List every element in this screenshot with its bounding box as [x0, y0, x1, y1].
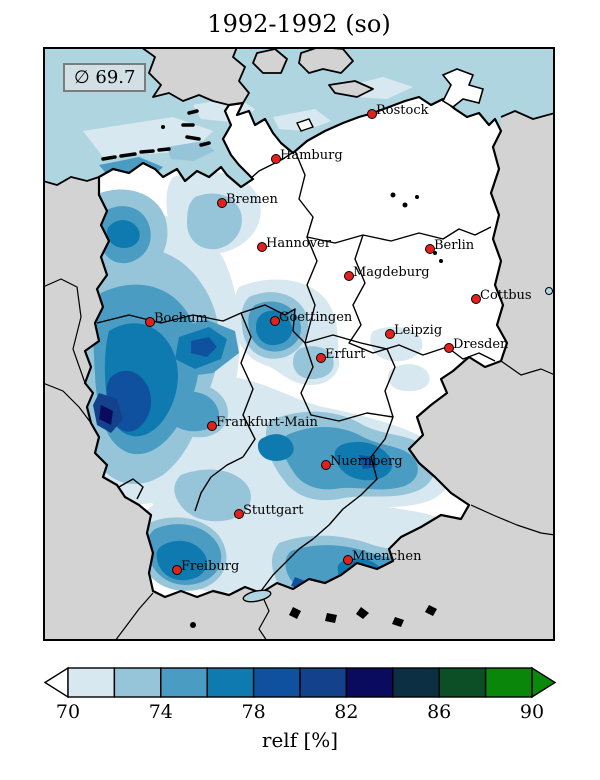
colorbar-tick-label: 74	[148, 701, 173, 723]
colorbar-tick-label: 86	[427, 701, 452, 723]
colorbar-arrow	[531, 666, 557, 699]
map-axes: ∅ 69.7 Rostock Hamburg Bremen Hannover Berli…	[43, 47, 555, 641]
colorbar-ticks: 70 74 78 82 86 90	[0, 701, 600, 725]
mean-value-badge: ∅ 69.7	[63, 63, 147, 92]
colorbar-segment	[438, 667, 487, 698]
germany-contour-map	[43, 47, 555, 641]
colorbar-segment	[484, 667, 533, 698]
denmark	[140, 47, 374, 106]
colorbar-tick-label: 82	[334, 701, 359, 723]
colorbar-segment	[392, 667, 440, 698]
foreign-coastlines	[43, 110, 555, 186]
colorbar-tick-label: 90	[519, 701, 545, 723]
colorbar-segment	[299, 667, 348, 698]
germany-border	[83, 95, 509, 599]
islands-and-lakes	[101, 68, 553, 628]
map-frame	[43, 47, 555, 641]
colorbar-segment	[345, 667, 394, 698]
contour-fills	[85, 150, 496, 597]
foreign-borders	[43, 278, 555, 641]
colorbar-arrow	[43, 666, 69, 699]
colorbar-segment	[252, 667, 301, 698]
colorbar-segment	[67, 667, 116, 698]
colorbar-tick-label: 70	[55, 701, 81, 723]
colorbar-label: relf [%]	[261, 728, 339, 752]
figure-title: 1992-1992 (so)	[207, 10, 391, 38]
colorbar	[43, 666, 557, 699]
colorbar-segment	[160, 667, 208, 698]
colorbar-tick-label: 78	[241, 701, 266, 723]
colorbar-segment	[206, 667, 255, 698]
colorbar-segment	[113, 667, 162, 698]
